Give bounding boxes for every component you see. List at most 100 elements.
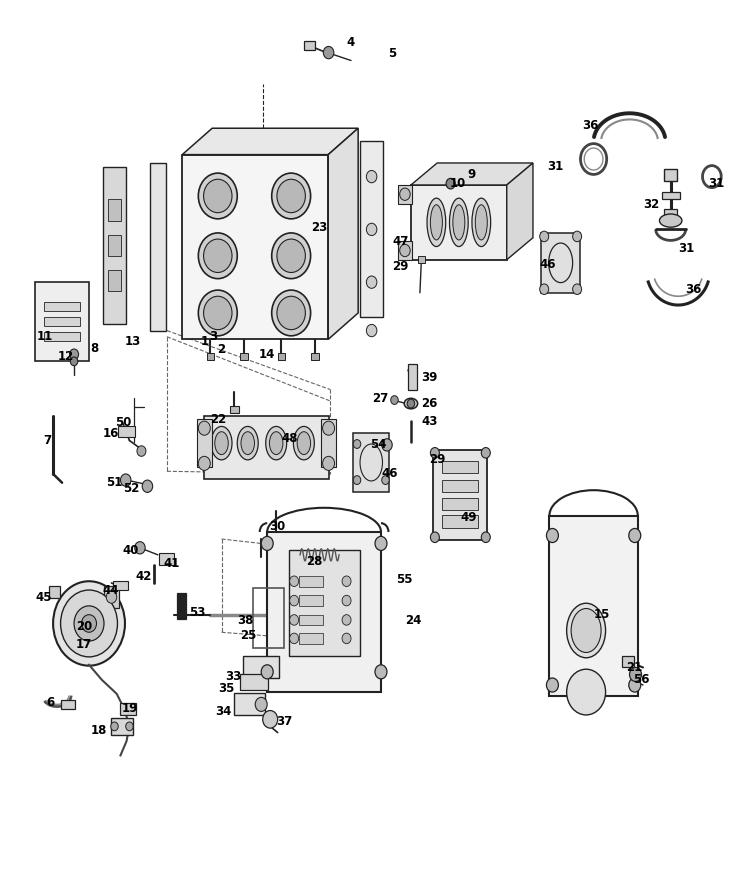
Ellipse shape — [472, 198, 490, 247]
Circle shape — [290, 633, 298, 644]
Text: 20: 20 — [76, 620, 92, 633]
Text: 32: 32 — [643, 198, 659, 211]
Ellipse shape — [572, 609, 601, 653]
Ellipse shape — [367, 223, 376, 235]
Text: 47: 47 — [392, 235, 409, 248]
Circle shape — [540, 231, 549, 241]
Bar — [243, 656, 279, 678]
Circle shape — [400, 244, 410, 256]
Bar — [206, 353, 214, 360]
Circle shape — [353, 440, 361, 448]
Bar — [104, 586, 119, 608]
Text: 3: 3 — [210, 330, 218, 344]
Ellipse shape — [430, 204, 442, 240]
Bar — [108, 270, 122, 291]
Text: 29: 29 — [429, 454, 445, 466]
Bar — [298, 576, 322, 587]
Bar — [398, 241, 412, 260]
Circle shape — [290, 576, 298, 587]
Bar — [230, 406, 238, 413]
Circle shape — [290, 596, 298, 606]
Circle shape — [573, 231, 581, 241]
Circle shape — [400, 188, 410, 200]
Circle shape — [198, 421, 210, 435]
Circle shape — [255, 698, 267, 712]
Bar — [442, 461, 478, 473]
Ellipse shape — [449, 198, 468, 247]
Circle shape — [482, 448, 490, 458]
Bar — [44, 317, 80, 326]
Text: 31: 31 — [708, 177, 724, 190]
Circle shape — [121, 474, 131, 486]
Bar — [111, 718, 134, 735]
Ellipse shape — [203, 179, 232, 212]
Ellipse shape — [476, 204, 488, 240]
Text: 44: 44 — [103, 583, 119, 596]
Circle shape — [323, 47, 334, 59]
Bar — [278, 353, 285, 360]
Polygon shape — [182, 129, 358, 155]
Circle shape — [547, 529, 559, 543]
Text: 46: 46 — [540, 258, 556, 271]
Circle shape — [322, 456, 334, 470]
Circle shape — [261, 537, 273, 551]
Bar — [298, 596, 322, 606]
Circle shape — [137, 446, 146, 456]
Text: 43: 43 — [422, 415, 438, 427]
Circle shape — [430, 532, 439, 543]
Bar — [298, 615, 322, 626]
Text: 53: 53 — [189, 605, 206, 618]
Text: 40: 40 — [123, 544, 140, 557]
Text: 16: 16 — [103, 427, 119, 440]
Ellipse shape — [367, 170, 376, 182]
Text: 42: 42 — [136, 570, 152, 583]
Text: 34: 34 — [215, 705, 231, 718]
Text: 29: 29 — [392, 260, 409, 273]
Bar — [108, 234, 122, 255]
Ellipse shape — [367, 276, 376, 288]
Text: 26: 26 — [422, 397, 438, 410]
Circle shape — [135, 542, 146, 554]
Bar — [50, 586, 60, 598]
Circle shape — [61, 590, 118, 657]
Text: 38: 38 — [237, 614, 254, 627]
Circle shape — [547, 678, 559, 692]
Text: 4: 4 — [346, 36, 355, 49]
Text: 56: 56 — [633, 673, 650, 686]
Bar — [289, 551, 360, 656]
Text: 33: 33 — [226, 670, 242, 683]
Text: 2: 2 — [217, 343, 225, 356]
Text: 9: 9 — [467, 168, 476, 181]
Circle shape — [342, 576, 351, 587]
Text: 36: 36 — [582, 119, 598, 132]
Text: 36: 36 — [686, 283, 702, 296]
Ellipse shape — [198, 233, 237, 278]
Ellipse shape — [277, 296, 305, 329]
Circle shape — [70, 349, 79, 359]
Text: 48: 48 — [281, 433, 298, 445]
Text: 41: 41 — [164, 557, 180, 570]
Bar — [622, 656, 634, 667]
Ellipse shape — [272, 173, 310, 218]
Text: 8: 8 — [90, 342, 98, 355]
Circle shape — [629, 668, 641, 682]
Ellipse shape — [269, 432, 283, 455]
Text: 21: 21 — [626, 661, 642, 674]
Text: 46: 46 — [381, 468, 398, 480]
Text: 45: 45 — [35, 590, 52, 603]
Bar — [353, 433, 389, 492]
Circle shape — [628, 529, 640, 543]
Circle shape — [628, 678, 640, 692]
Bar — [398, 184, 412, 204]
Circle shape — [446, 178, 455, 189]
Text: 35: 35 — [218, 682, 234, 695]
Ellipse shape — [272, 290, 310, 336]
Bar — [267, 532, 381, 692]
Text: 14: 14 — [259, 348, 275, 361]
Circle shape — [322, 421, 334, 435]
Text: 24: 24 — [405, 614, 422, 627]
Circle shape — [382, 439, 392, 451]
Ellipse shape — [214, 432, 228, 455]
Text: 15: 15 — [593, 608, 610, 621]
Text: 11: 11 — [37, 330, 53, 344]
